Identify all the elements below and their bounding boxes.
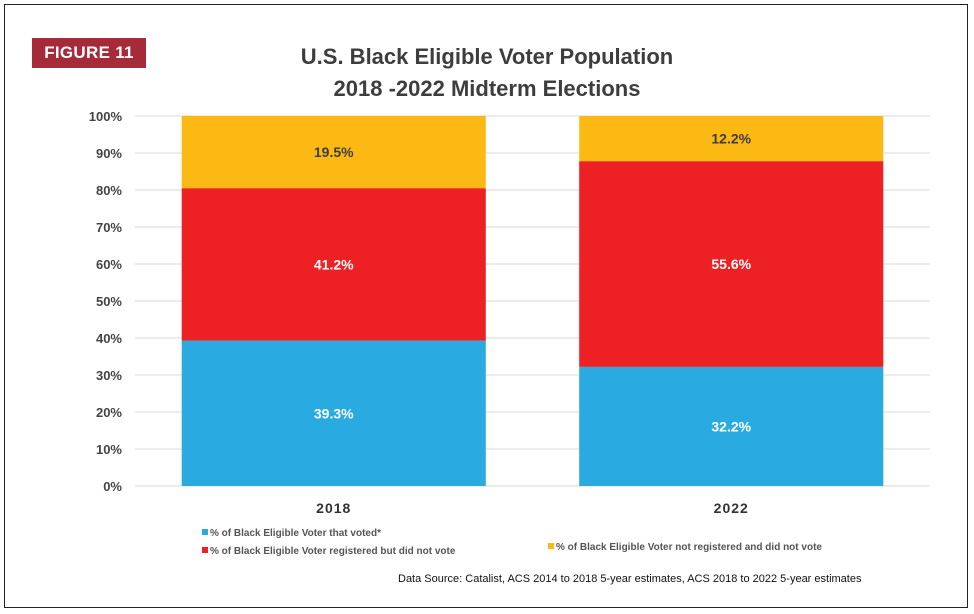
legend-label-not-registered: % of Black Eligible Voter not registered… [556, 542, 822, 553]
legend-swatch-not-registered [548, 543, 554, 549]
y-tick-label-6: 60% [96, 257, 122, 272]
legend-label-voted: % of Black Eligible Voter that voted* [210, 528, 381, 539]
y-tick-label-10: 100% [89, 109, 123, 124]
legend-swatch-registered-not-voted [202, 547, 208, 553]
x-category-label-2018: 2018 [316, 500, 351, 516]
legend-item-voted: % of Black Eligible Voter that voted* [202, 528, 381, 539]
y-tick-label-7: 70% [96, 220, 122, 235]
y-tick-label-3: 30% [96, 368, 122, 383]
bar-segment-2018-0 [181, 340, 486, 486]
chart-subtitle: 2018 -2022 Midterm Elections [333, 76, 641, 101]
bar-segment-2018-1 [181, 188, 486, 341]
y-tick-label-8: 80% [96, 183, 122, 198]
data-label-2022-0: 32.2% [711, 418, 751, 434]
legend-item-registered-not-voted: % of Black Eligible Voter registered but… [202, 546, 455, 557]
chart-title: U.S. Black Eligible Voter Population [300, 44, 674, 69]
figure-label-badge: FIGURE 11 [32, 38, 146, 68]
data-label-2018-2: 19.5% [314, 144, 354, 160]
y-tick-label-2: 20% [96, 405, 122, 420]
data-label-2022-1: 55.6% [711, 256, 751, 272]
data-source-note: Data Source: Catalist, ACS 2014 to 2018 … [398, 573, 862, 585]
data-label-2018-1: 41.2% [314, 256, 354, 272]
data-label-2022-2: 12.2% [711, 131, 751, 147]
legend-label-registered-not-voted: % of Black Eligible Voter registered but… [210, 546, 456, 557]
legend-item-not-registered: % of Black Eligible Voter not registered… [548, 542, 822, 553]
legend-swatch-voted [202, 529, 208, 535]
y-tick-label-0: 0% [103, 479, 122, 494]
bar-segment-2018-2 [181, 116, 486, 189]
y-tick-label-4: 40% [96, 331, 122, 346]
bar-segment-2022-0 [579, 366, 884, 486]
bar-segment-2022-2 [579, 116, 884, 162]
y-tick-label-5: 50% [96, 294, 122, 309]
data-label-2018-0: 39.3% [314, 405, 354, 421]
x-category-label-2022: 2022 [714, 500, 749, 516]
y-tick-label-1: 10% [96, 442, 122, 457]
y-tick-label-9: 90% [96, 146, 122, 161]
bar-segment-2022-1 [579, 161, 884, 367]
